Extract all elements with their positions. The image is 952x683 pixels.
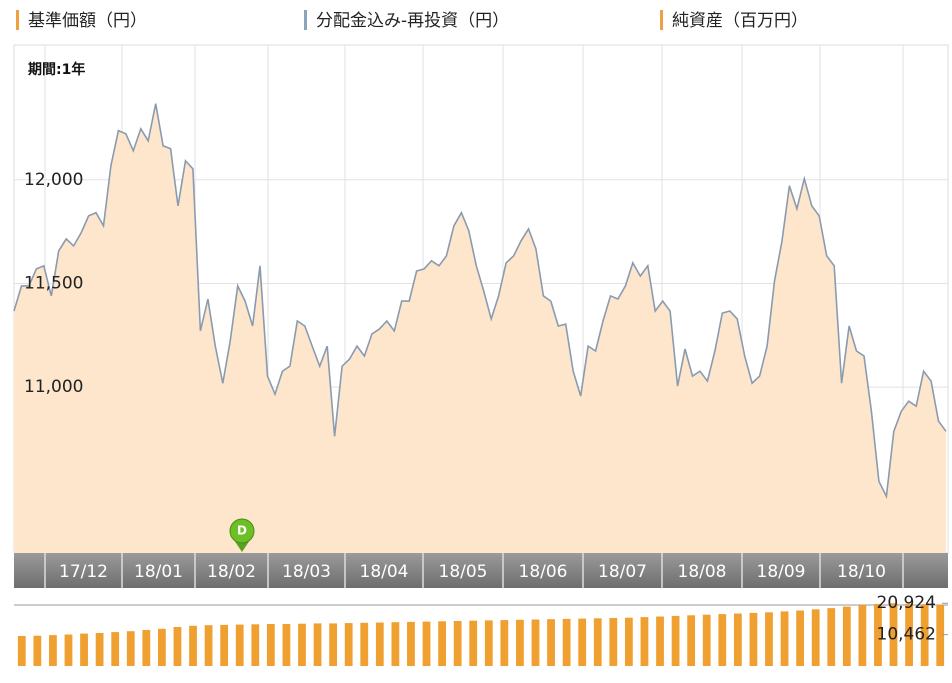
month-label: 18/06 — [519, 562, 568, 582]
bar — [80, 633, 88, 666]
month-label: 17/12 — [59, 562, 108, 582]
bar — [407, 621, 415, 666]
y-tick-label: 11,000 — [24, 377, 83, 397]
bar — [796, 610, 805, 666]
bar — [33, 635, 42, 666]
bar — [313, 623, 322, 666]
bar — [157, 628, 166, 666]
bar — [889, 603, 898, 666]
month-label: 18/01 — [134, 562, 183, 582]
marker-head — [229, 518, 255, 544]
bar — [17, 636, 26, 666]
bar — [920, 604, 929, 666]
bar — [64, 634, 73, 666]
month-label: 18/02 — [207, 562, 256, 582]
bar — [640, 617, 649, 666]
bar — [49, 635, 57, 666]
legend-swatch — [304, 10, 307, 30]
bar — [578, 618, 587, 666]
month-label: 18/09 — [757, 562, 806, 582]
bar — [827, 608, 836, 666]
bar — [562, 618, 571, 666]
bar — [266, 624, 275, 666]
bar — [282, 624, 291, 666]
bar — [126, 631, 135, 666]
legend-label: 純資産（百万円） — [672, 11, 808, 31]
bar — [702, 614, 711, 666]
bar — [500, 620, 509, 666]
bar — [609, 618, 618, 666]
bar — [780, 611, 789, 666]
legend-swatch — [660, 10, 663, 30]
bar — [593, 618, 602, 666]
bar — [422, 621, 431, 666]
bar — [95, 633, 104, 666]
bar — [749, 612, 758, 666]
bar — [142, 630, 151, 666]
area-fill — [14, 103, 946, 553]
month-label: 18/07 — [598, 562, 647, 582]
bar — [842, 606, 851, 666]
bar — [438, 621, 446, 666]
bar — [235, 624, 244, 666]
bar — [220, 624, 229, 666]
bar — [173, 627, 182, 666]
bar — [469, 620, 478, 666]
bar — [687, 615, 696, 666]
month-label: 18/10 — [837, 562, 886, 582]
legend-label: 基準価額（円） — [28, 11, 147, 31]
bar — [671, 615, 680, 666]
bar — [547, 619, 555, 666]
legend-label: 分配金込み-再投資（円） — [316, 11, 509, 31]
period-label: 期間:1年 — [28, 61, 85, 78]
bar — [905, 603, 913, 666]
dividend-marker: D — [229, 518, 255, 552]
bar — [484, 620, 493, 666]
bar — [329, 623, 338, 666]
month-label: 18/03 — [282, 562, 331, 582]
y-tick-label: 11,500 — [24, 273, 83, 293]
bar — [298, 623, 306, 666]
bar — [765, 612, 773, 666]
bar — [189, 625, 197, 666]
y-tick-label: 12,000 — [24, 170, 83, 190]
bar — [656, 616, 664, 666]
legend-swatch — [16, 10, 19, 30]
bar — [811, 609, 820, 666]
bar — [531, 619, 540, 666]
y-tick-label: 10,462 — [877, 625, 936, 645]
bar — [391, 622, 400, 666]
month-label: 18/05 — [439, 562, 488, 582]
bar — [858, 605, 867, 666]
bar — [360, 622, 369, 666]
month-label: 18/04 — [360, 562, 409, 582]
bar — [453, 621, 462, 666]
bar — [516, 619, 524, 666]
month-bar — [14, 553, 948, 588]
bar — [375, 622, 384, 666]
bar — [344, 623, 353, 666]
month-label: 18/08 — [678, 562, 727, 582]
nav-line — [13, 103, 947, 500]
bar — [936, 604, 945, 666]
bar — [251, 624, 260, 666]
bar — [733, 613, 742, 666]
bar — [874, 603, 882, 666]
bar — [624, 617, 633, 666]
bar — [204, 625, 213, 666]
bar — [718, 614, 727, 666]
bar — [111, 632, 120, 666]
marker-label: D — [237, 524, 247, 538]
y-tick-label: 20,924 — [877, 593, 936, 613]
